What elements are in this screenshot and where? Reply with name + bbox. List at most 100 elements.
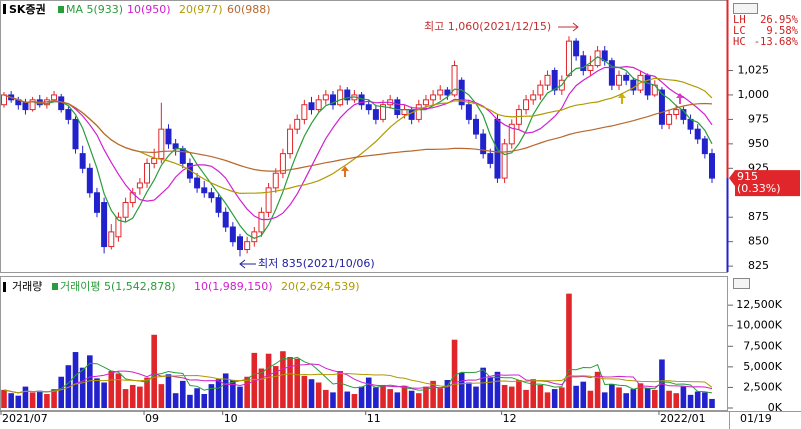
volume-bar [444, 380, 451, 408]
volume-bar [287, 356, 293, 408]
volume-bar [215, 379, 222, 408]
volume-bar [530, 379, 537, 408]
candle-body [308, 102, 315, 111]
candle-body [465, 104, 472, 120]
panel-buttons[interactable] [733, 3, 758, 289]
volume-bar [58, 376, 65, 408]
candle-body [1, 94, 7, 106]
candle-body [508, 123, 515, 145]
volume-bar [501, 384, 508, 408]
legend-entry: 10(950) [127, 3, 171, 16]
last-price-box [729, 170, 800, 197]
moving-average [3, 94, 713, 172]
signal-arrow [618, 93, 626, 104]
volume-bar [544, 392, 551, 408]
candle-body [244, 241, 251, 251]
candle-body [301, 104, 308, 120]
candle-body [172, 143, 179, 150]
volume-bar [637, 383, 644, 408]
candle-body [444, 89, 451, 96]
volume-bar [251, 352, 258, 408]
candle-body [451, 65, 458, 96]
volume-bar [79, 367, 86, 408]
candle-body [115, 216, 122, 238]
candle-body [29, 99, 36, 111]
x-tick-label: 12 [503, 412, 517, 425]
candle-body [258, 211, 265, 233]
candle-body [151, 158, 158, 164]
volume-bar [72, 352, 79, 408]
volume-bar [601, 392, 608, 408]
volume-bar [265, 353, 272, 408]
y-tick-label: 1,000 [738, 88, 770, 101]
candle-body [580, 55, 587, 71]
volume-bar [508, 386, 515, 408]
candle-body [93, 192, 100, 213]
volume-bar [358, 386, 365, 408]
candle-body [437, 89, 444, 96]
volume-bar [480, 367, 486, 408]
volume-moving-average [3, 372, 713, 394]
candle-body [658, 89, 665, 125]
candle-body [608, 60, 615, 86]
volume-bar [430, 380, 436, 408]
candle-body [430, 94, 437, 101]
volume-bar [244, 376, 250, 408]
candle-body [630, 79, 637, 91]
candle-body [101, 202, 108, 248]
y-tick-label: 850 [748, 235, 769, 248]
low-annotation: 최저 835(2021/10/06) [258, 257, 375, 270]
volume-bar [623, 393, 629, 408]
volume-bar [566, 293, 572, 408]
volume-bar [458, 372, 465, 408]
volume-bar [387, 389, 393, 408]
volume-bar [330, 392, 336, 408]
volume-bar [301, 375, 308, 408]
x-tick-label: 2021/07 [2, 412, 48, 425]
candle-body [215, 197, 222, 213]
x-tick-label: 09 [145, 412, 159, 425]
candle-body [501, 143, 508, 179]
candle-body [587, 65, 594, 71]
candle-body [144, 162, 151, 184]
volume-bar [187, 394, 193, 408]
volume-bar [194, 388, 200, 408]
candle-body [544, 74, 551, 86]
stat-label: LH [733, 14, 746, 26]
legend-entry: 20(2,624,539) [281, 280, 360, 293]
volume-bar [36, 390, 43, 408]
candle-body [365, 104, 372, 111]
candle-body [287, 128, 294, 155]
volume-bar [666, 390, 672, 408]
volume-bar [587, 390, 594, 408]
volume-bar [651, 389, 658, 408]
volume-bar [630, 389, 637, 408]
candle-body [709, 153, 715, 179]
candle-body [372, 109, 379, 120]
stat-value: -13.68% [754, 36, 799, 48]
candle-body [415, 104, 422, 120]
volume-bar [551, 389, 558, 408]
y-tick-label: 0K [768, 401, 783, 414]
volume-bar [702, 392, 708, 408]
candle-body [315, 99, 322, 111]
stat-label: HC [733, 36, 746, 48]
volume-bar [594, 371, 601, 408]
legend-swatch [52, 283, 58, 290]
y-tick-label: 950 [748, 137, 769, 150]
button[interactable] [733, 3, 758, 14]
moving-average [3, 65, 713, 221]
candle-body [265, 187, 272, 213]
candle-body [237, 236, 243, 250]
button[interactable] [733, 278, 750, 289]
y-tick-label: 5,000K [743, 360, 782, 373]
y-tick-label: 825 [748, 259, 769, 272]
volume-bar [351, 394, 358, 408]
candle-body [158, 128, 165, 160]
title-marker [3, 4, 6, 14]
candle-body [344, 89, 351, 101]
volume-bar [237, 386, 243, 408]
candle-body [65, 109, 72, 120]
